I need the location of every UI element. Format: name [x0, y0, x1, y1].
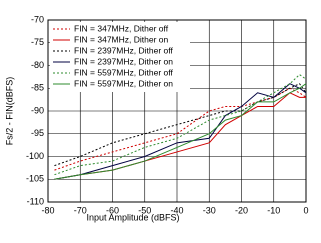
y-tick-label: -90 — [31, 105, 44, 115]
legend-box — [50, 22, 190, 92]
y-tick-label: -75 — [31, 37, 44, 47]
x-tick-label: -30 — [203, 205, 216, 215]
legend-label: FIN = 2397MHz, Dither off — [74, 45, 173, 55]
y-tick-label: -85 — [31, 83, 44, 93]
legend-label: FIN = 347MHz, Dither off — [74, 23, 169, 33]
y-tick-label: -80 — [31, 60, 44, 70]
series-line — [54, 83, 307, 180]
series-line — [54, 83, 307, 180]
legend-label: FIN = 347MHz, Dither on — [74, 34, 169, 44]
x-tick-label: -50 — [138, 205, 151, 215]
legend-label: FIN = 5597MHz, Dither on — [74, 78, 173, 88]
x-tick-label: -10 — [267, 205, 280, 215]
y-tick-label: -105 — [26, 174, 44, 184]
y-tick-label: -70 — [31, 14, 44, 24]
y-tick-label: -110 — [27, 196, 44, 206]
x-tick-label: -80 — [41, 205, 54, 215]
x-tick-label: -40 — [170, 205, 183, 215]
x-tick-label: 0 — [303, 205, 308, 215]
series-line — [54, 83, 307, 167]
x-tick-label: -60 — [106, 205, 119, 215]
x-tick-label: -70 — [74, 205, 87, 215]
plot-frame — [47, 19, 307, 203]
y-tick-label: -100 — [26, 151, 44, 161]
legend-label: FIN = 2397MHz, Dither on — [74, 56, 173, 66]
y-axis-label: Fs/2 - FIN(dBFS) — [4, 77, 14, 146]
y-tick-label: -95 — [31, 128, 44, 138]
legend-label: FIN = 5597MHz, Dither off — [74, 67, 173, 77]
x-tick-label: -20 — [235, 205, 248, 215]
x-axis-label: Input Amplitude (dBFS) — [86, 212, 179, 222]
